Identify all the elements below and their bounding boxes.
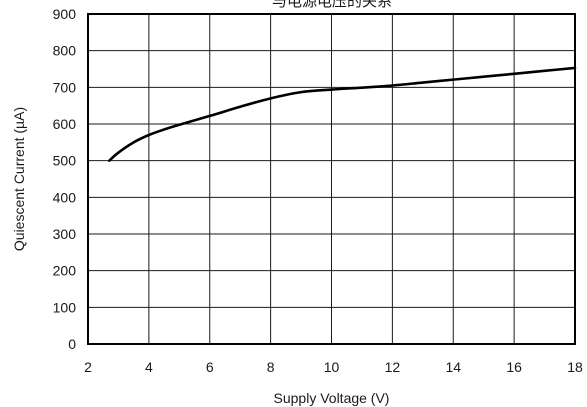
y-tick-label-100: 100 xyxy=(53,299,77,315)
y-tick-label-900: 900 xyxy=(53,6,77,22)
x-axis-title: Supply Voltage (V) xyxy=(274,390,390,406)
series-line-quiescent-current xyxy=(108,66,577,162)
y-tick-labels: 0 100 200 300 400 500 600 700 800 900 xyxy=(53,6,77,352)
x-tick-label-6: 6 xyxy=(206,359,214,375)
y-tick-label-0: 0 xyxy=(68,336,76,352)
x-tick-label-2: 2 xyxy=(84,359,92,375)
grid xyxy=(88,14,575,344)
chart-title: 与电源电压的关系 xyxy=(272,0,392,10)
y-tick-label-400: 400 xyxy=(53,189,77,205)
x-tick-label-14: 14 xyxy=(445,359,461,375)
x-tick-labels: 2 4 6 8 10 12 14 16 18 xyxy=(84,359,583,375)
y-tick-label-500: 500 xyxy=(53,153,77,169)
y-tick-label-800: 800 xyxy=(53,43,77,59)
x-tick-label-12: 12 xyxy=(385,359,401,375)
y-tick-label-600: 600 xyxy=(53,116,77,132)
x-tick-label-16: 16 xyxy=(506,359,522,375)
x-tick-label-18: 18 xyxy=(567,359,583,375)
y-tick-label-300: 300 xyxy=(53,226,77,242)
y-axis-title: Quiescent Current (µA) xyxy=(11,107,27,251)
x-tick-label-4: 4 xyxy=(145,359,153,375)
x-tick-label-8: 8 xyxy=(267,359,275,375)
y-tick-label-200: 200 xyxy=(53,263,77,279)
plot-frame xyxy=(87,13,576,345)
x-tick-label-10: 10 xyxy=(324,359,340,375)
y-tick-label-700: 700 xyxy=(53,79,77,95)
